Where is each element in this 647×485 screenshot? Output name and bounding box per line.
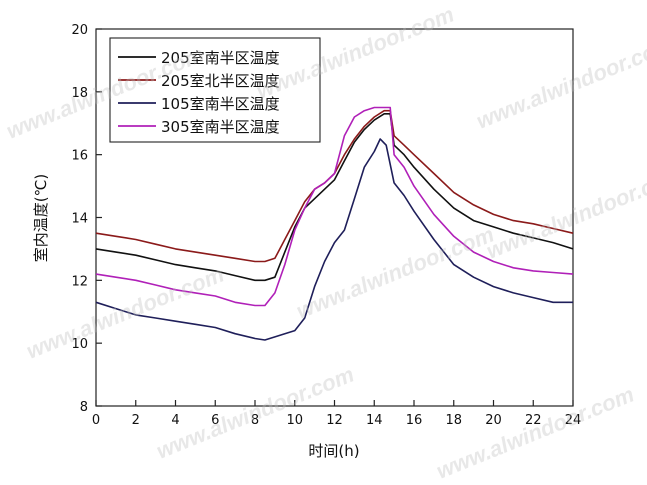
x-axis-label: 时间(h) xyxy=(308,442,359,460)
y-tick-label: 10 xyxy=(71,337,88,352)
legend-label-1: 205室南半区温度 xyxy=(161,49,280,67)
y-tick-label: 12 xyxy=(71,274,88,289)
y-tick-label: 14 xyxy=(71,212,88,227)
x-tick-label: 24 xyxy=(565,413,582,428)
x-tick-label: 16 xyxy=(406,413,423,428)
legend-box xyxy=(109,37,321,143)
x-tick-label: 12 xyxy=(326,413,343,428)
x-tick-label: 0 xyxy=(92,413,100,428)
x-tick-label: 20 xyxy=(485,413,502,428)
x-tick-label: 10 xyxy=(286,413,303,428)
series-line-2 xyxy=(95,109,574,263)
series-layer xyxy=(95,106,574,341)
x-tick-label: 8 xyxy=(251,413,259,428)
x-tick-label: 6 xyxy=(211,413,219,428)
legend-label-2: 205室北半区温度 xyxy=(161,72,280,90)
x-tick-label: 22 xyxy=(525,413,542,428)
y-tick-label: 18 xyxy=(71,86,88,101)
y-tick-label: 8 xyxy=(80,400,88,415)
y-tick-label: 20 xyxy=(71,23,88,38)
legend-label-4: 305室南半区温度 xyxy=(161,118,280,136)
series-line-4 xyxy=(95,106,574,307)
y-tick-label: 16 xyxy=(71,149,88,164)
y-axis-label: 室内温度(℃) xyxy=(32,174,50,263)
series-line-3 xyxy=(95,138,573,341)
legend: 205室南半区温度 205室北半区温度 105室南半区温度 305室南半区温度 xyxy=(109,37,321,143)
x-tick-label: 18 xyxy=(445,413,462,428)
x-tick-label: 2 xyxy=(132,413,140,428)
legend-label-3: 105室南半区温度 xyxy=(161,95,280,113)
x-tick-label: 4 xyxy=(171,413,179,428)
x-tick-label: 14 xyxy=(366,413,383,428)
series-line-1 xyxy=(95,113,574,282)
